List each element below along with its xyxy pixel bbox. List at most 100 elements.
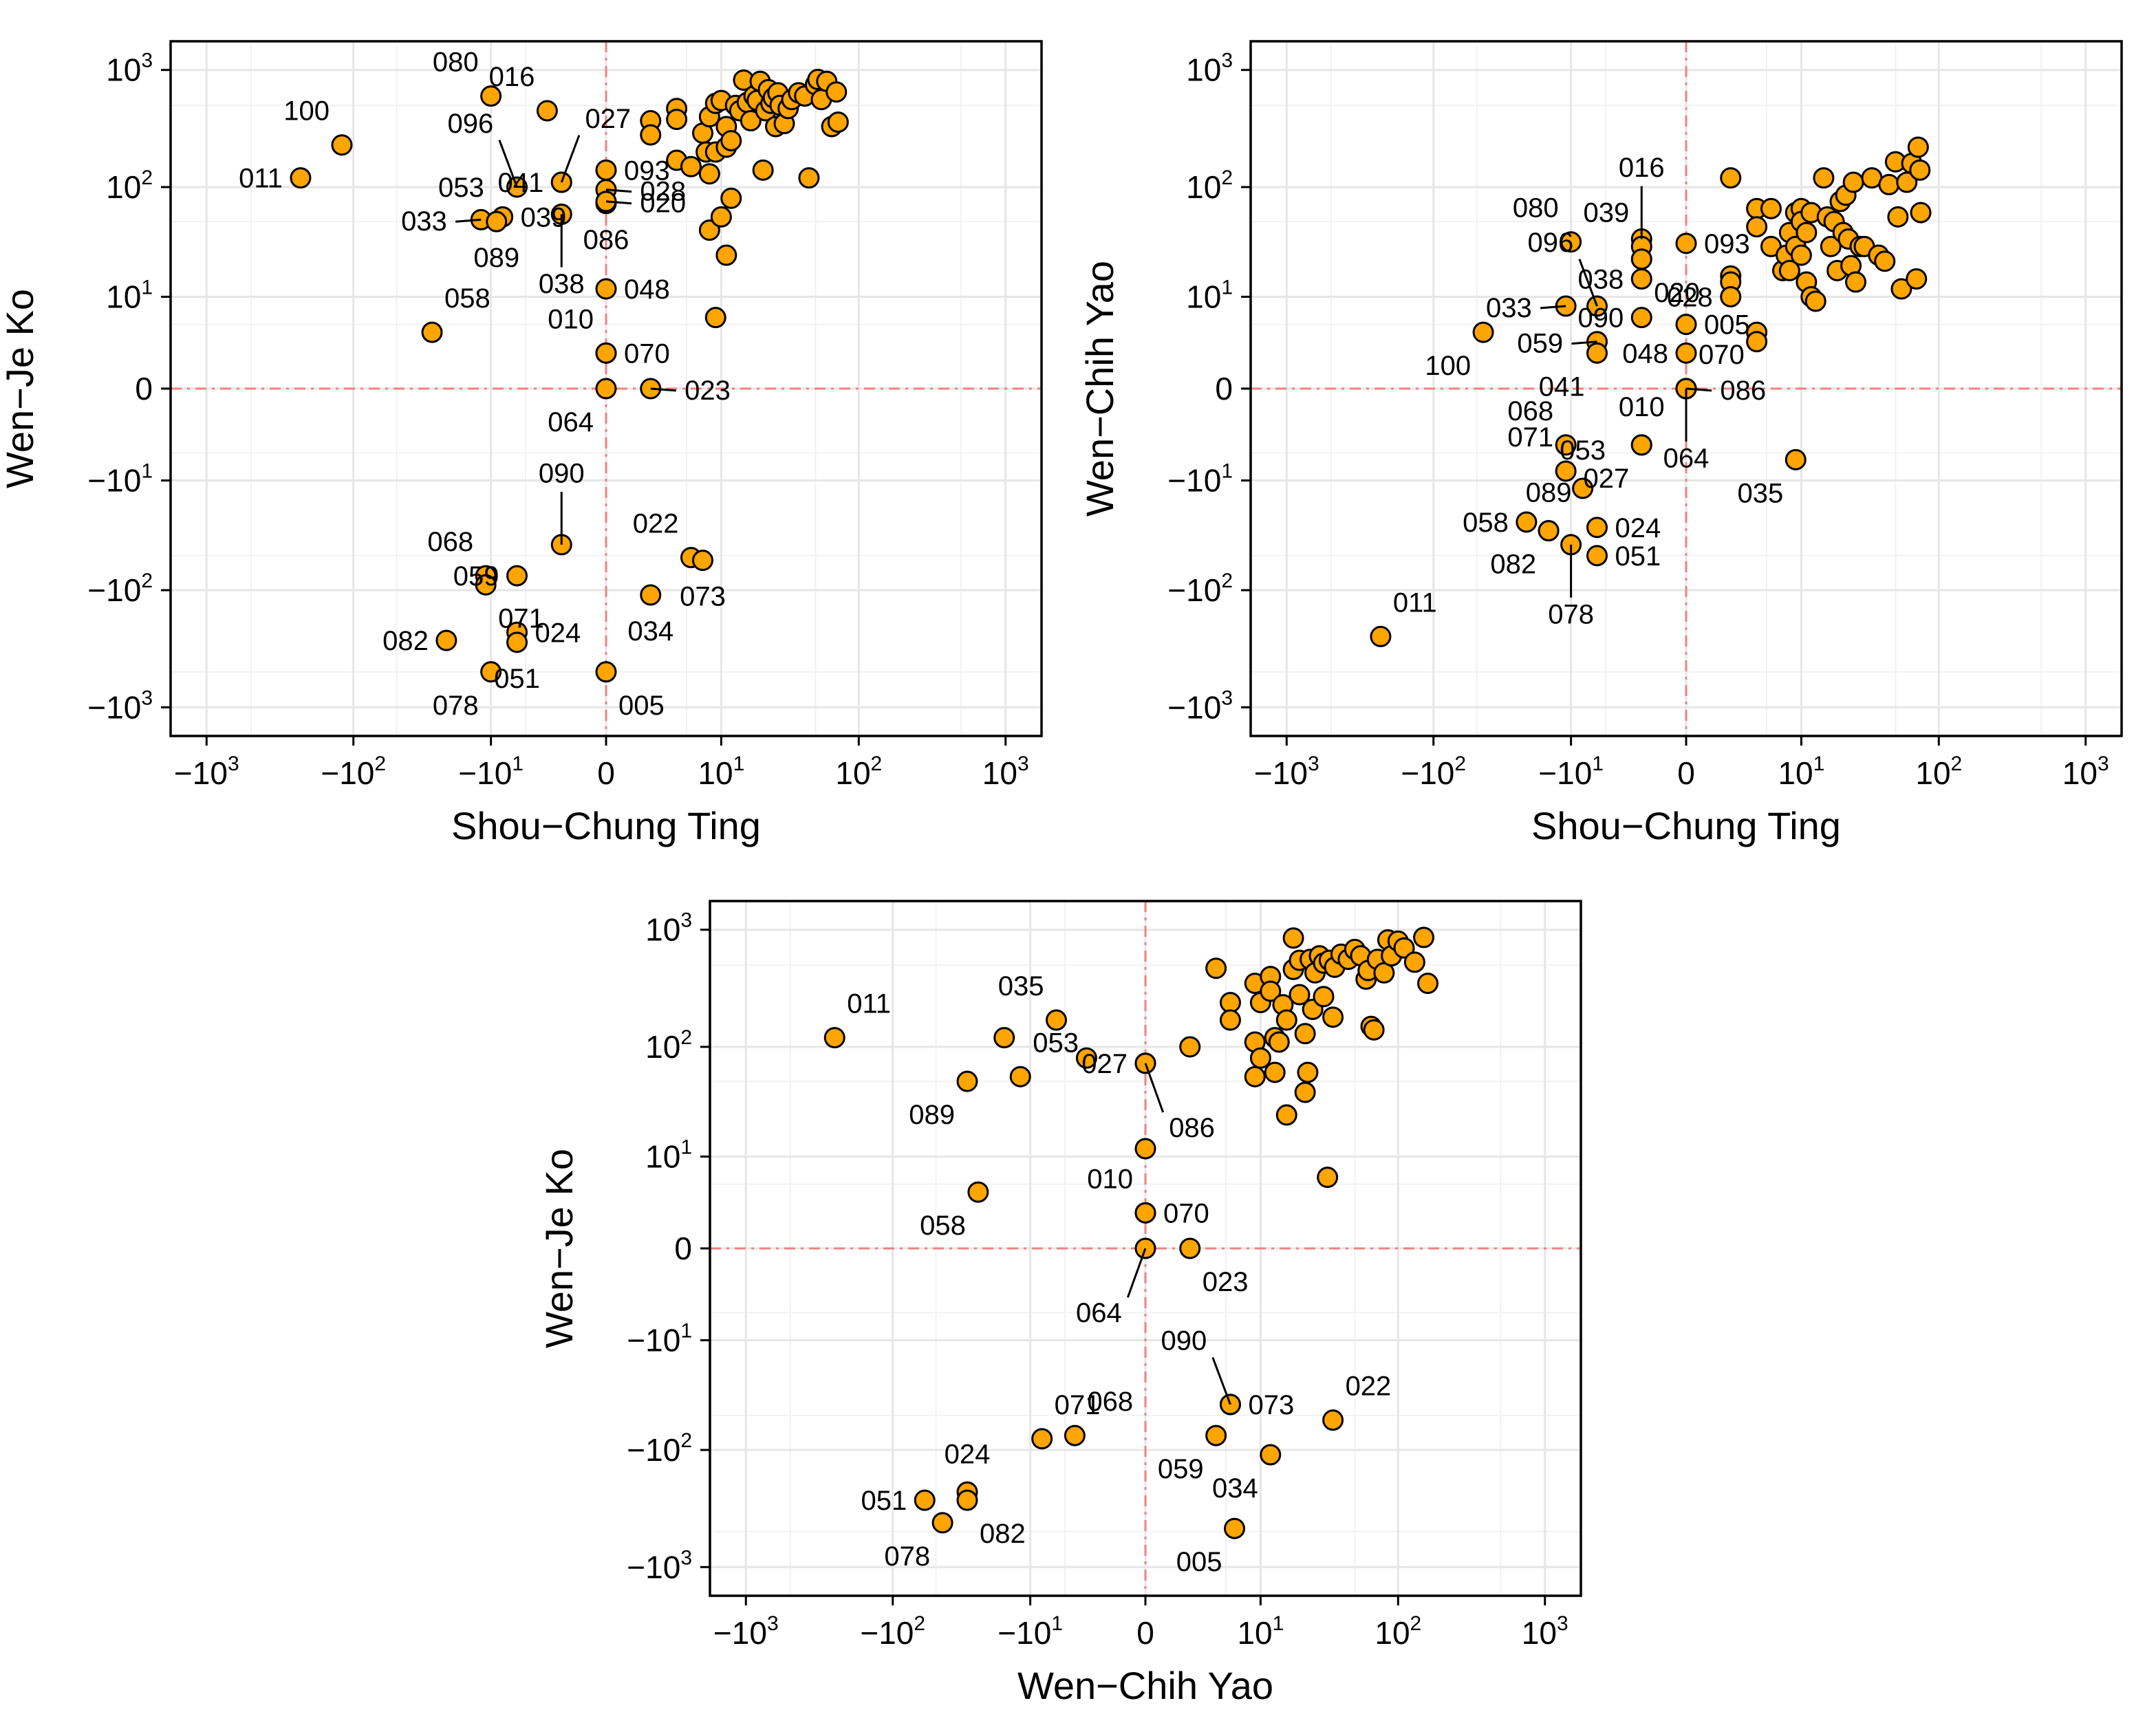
x-tick-base: 10 xyxy=(1915,755,1950,791)
x-tick-exponent: 1 xyxy=(733,752,745,775)
y-tick-base: 10 xyxy=(1186,52,1221,88)
data-point-058 xyxy=(1516,511,1538,533)
point-label-041: 041 xyxy=(497,168,543,198)
point-label-078: 078 xyxy=(433,691,479,721)
point-label-034: 034 xyxy=(627,616,673,647)
data-point xyxy=(1275,1104,1297,1126)
point-label-090: 090 xyxy=(539,458,585,488)
x-tick-base: −10 xyxy=(174,755,228,791)
data-point xyxy=(720,130,742,152)
point-label-078: 078 xyxy=(884,1541,930,1572)
point-label-086: 086 xyxy=(1169,1113,1215,1143)
y-tick-label: 101 xyxy=(1186,276,1233,314)
data-point-089 xyxy=(486,210,508,232)
data-point-064 xyxy=(595,378,617,400)
x-tick-label: 101 xyxy=(1237,1612,1284,1651)
data-point-071 xyxy=(1555,460,1577,482)
point-label-080: 080 xyxy=(433,47,479,78)
y-tick-exponent: 3 xyxy=(680,909,692,932)
data-point-078 xyxy=(931,1512,953,1534)
data-point xyxy=(1275,1009,1297,1031)
data-point-041 xyxy=(1586,342,1608,364)
data-point xyxy=(1289,984,1311,1006)
y-tick-base: −10 xyxy=(627,1549,680,1585)
data-point-058 xyxy=(421,321,443,343)
data-point xyxy=(1260,980,1282,1002)
x-tick-exponent: 1 xyxy=(512,752,524,775)
x-tick-base: −10 xyxy=(458,755,512,791)
data-point-093 xyxy=(595,159,617,181)
y-tick-base: −10 xyxy=(87,572,141,608)
point-label-011: 011 xyxy=(239,164,283,194)
x-tick-base: 10 xyxy=(2062,755,2098,791)
data-point xyxy=(720,187,742,209)
point-label-086: 086 xyxy=(583,225,629,255)
data-point xyxy=(680,155,702,177)
point-label-033: 033 xyxy=(1486,293,1532,323)
y-tick-base: 0 xyxy=(674,1231,692,1266)
point-label-073: 073 xyxy=(680,582,726,612)
y-tick-exponent: 2 xyxy=(141,570,153,592)
point-label-068: 068 xyxy=(1087,1387,1133,1417)
point-label-022: 022 xyxy=(1346,1372,1392,1402)
data-point xyxy=(1219,992,1241,1014)
data-point xyxy=(1268,1031,1290,1053)
points xyxy=(290,69,849,683)
data-point-070 xyxy=(1134,1202,1156,1224)
axes: −103−103−102−102−101−1010010110110210210… xyxy=(1167,50,2109,791)
data-point xyxy=(1820,235,1842,257)
x-tick-exponent: 2 xyxy=(1951,752,1963,775)
data-point-020 xyxy=(1630,248,1652,270)
data-point xyxy=(1778,259,1800,281)
y-tick-label: −102 xyxy=(627,1429,692,1468)
data-point-071 xyxy=(475,574,497,596)
y-tick-label: 101 xyxy=(106,276,153,314)
x-tick-base: 10 xyxy=(1237,1615,1272,1651)
y-tick-label: −102 xyxy=(87,570,153,608)
data-point xyxy=(1910,202,1932,224)
point-label-053: 053 xyxy=(1560,435,1606,466)
y-tick-base: 10 xyxy=(645,1029,680,1065)
label-leader-line xyxy=(498,140,518,188)
point-label-064: 064 xyxy=(1076,1298,1122,1328)
point-label-058: 058 xyxy=(920,1211,966,1241)
point-label-096: 096 xyxy=(1528,228,1574,258)
point-label-038: 038 xyxy=(1577,265,1624,295)
data-point xyxy=(1813,167,1835,189)
data-point-005 xyxy=(595,661,617,683)
x-tick-exponent: 3 xyxy=(1308,752,1319,775)
x-tick-exponent: 2 xyxy=(914,1612,925,1635)
data-point-078 xyxy=(480,661,502,683)
point-label-068: 068 xyxy=(427,527,473,557)
point-label-039: 039 xyxy=(521,202,567,232)
data-point-070 xyxy=(595,342,617,364)
point-label-059: 059 xyxy=(453,561,499,592)
point-label-064: 064 xyxy=(1663,444,1710,474)
y-tick-label: −103 xyxy=(627,1546,692,1585)
point-label-010: 010 xyxy=(548,304,594,334)
label-leader-line xyxy=(1685,387,1712,392)
data-point-080 xyxy=(480,85,502,107)
label-leader-line xyxy=(1144,1063,1165,1113)
point-label-035: 035 xyxy=(1738,478,1784,508)
x-tick-base: 10 xyxy=(835,755,870,791)
data-point xyxy=(666,109,688,131)
y-tick-label: −101 xyxy=(627,1320,692,1358)
point-label-010: 010 xyxy=(1087,1164,1133,1194)
y-tick-exponent: 1 xyxy=(1221,276,1233,299)
y-tick-base: −10 xyxy=(87,689,141,725)
data-point xyxy=(1760,197,1782,219)
y-tick-exponent: 1 xyxy=(680,1320,692,1343)
data-point xyxy=(1249,1047,1271,1069)
x-tick-label: −103 xyxy=(713,1612,779,1651)
data-point xyxy=(1790,244,1812,266)
data-point-080 xyxy=(1560,231,1582,253)
data-point-059 xyxy=(506,565,528,587)
y-tick-base: 10 xyxy=(106,52,141,88)
data-point xyxy=(698,163,720,185)
data-point-016 xyxy=(536,100,558,122)
